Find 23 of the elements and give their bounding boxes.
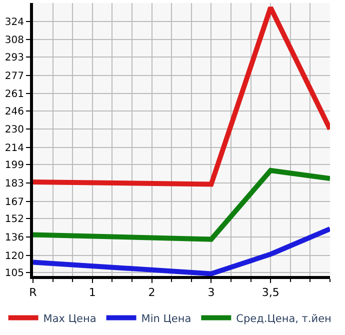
x-tick-label: 2 [148, 286, 156, 300]
y-tick-label: 277 [4, 70, 24, 82]
y-tick-label: 183 [4, 178, 24, 190]
legend-label: Min Цена [141, 312, 192, 325]
y-tick-label: 120 [4, 250, 24, 262]
y-tick-label: 308 [4, 35, 24, 46]
x-tick-label: R [29, 286, 38, 300]
legend-label: Max Цена [43, 312, 96, 325]
y-tick-label: 136 [4, 232, 24, 244]
x-tick-label: 3 [208, 286, 215, 300]
x-tick-label: 3,5 [262, 286, 280, 300]
y-tick-label: 293 [4, 52, 24, 64]
y-tick-label: 230 [4, 124, 24, 136]
y-tick-label: 261 [4, 89, 24, 100]
y-tick-label: 214 [4, 143, 24, 154]
y-tick-label: 152 [4, 214, 24, 226]
y-tick-label: 167 [4, 196, 24, 208]
y-tick-label: 105 [4, 268, 24, 280]
y-tick-label: 246 [4, 106, 24, 118]
x-tick-label: 1 [88, 286, 96, 300]
y-tick-label: 199 [4, 160, 24, 172]
y-tick-label: 324 [4, 16, 24, 28]
legend-label: Сред.Цена, т.йен [236, 312, 332, 325]
